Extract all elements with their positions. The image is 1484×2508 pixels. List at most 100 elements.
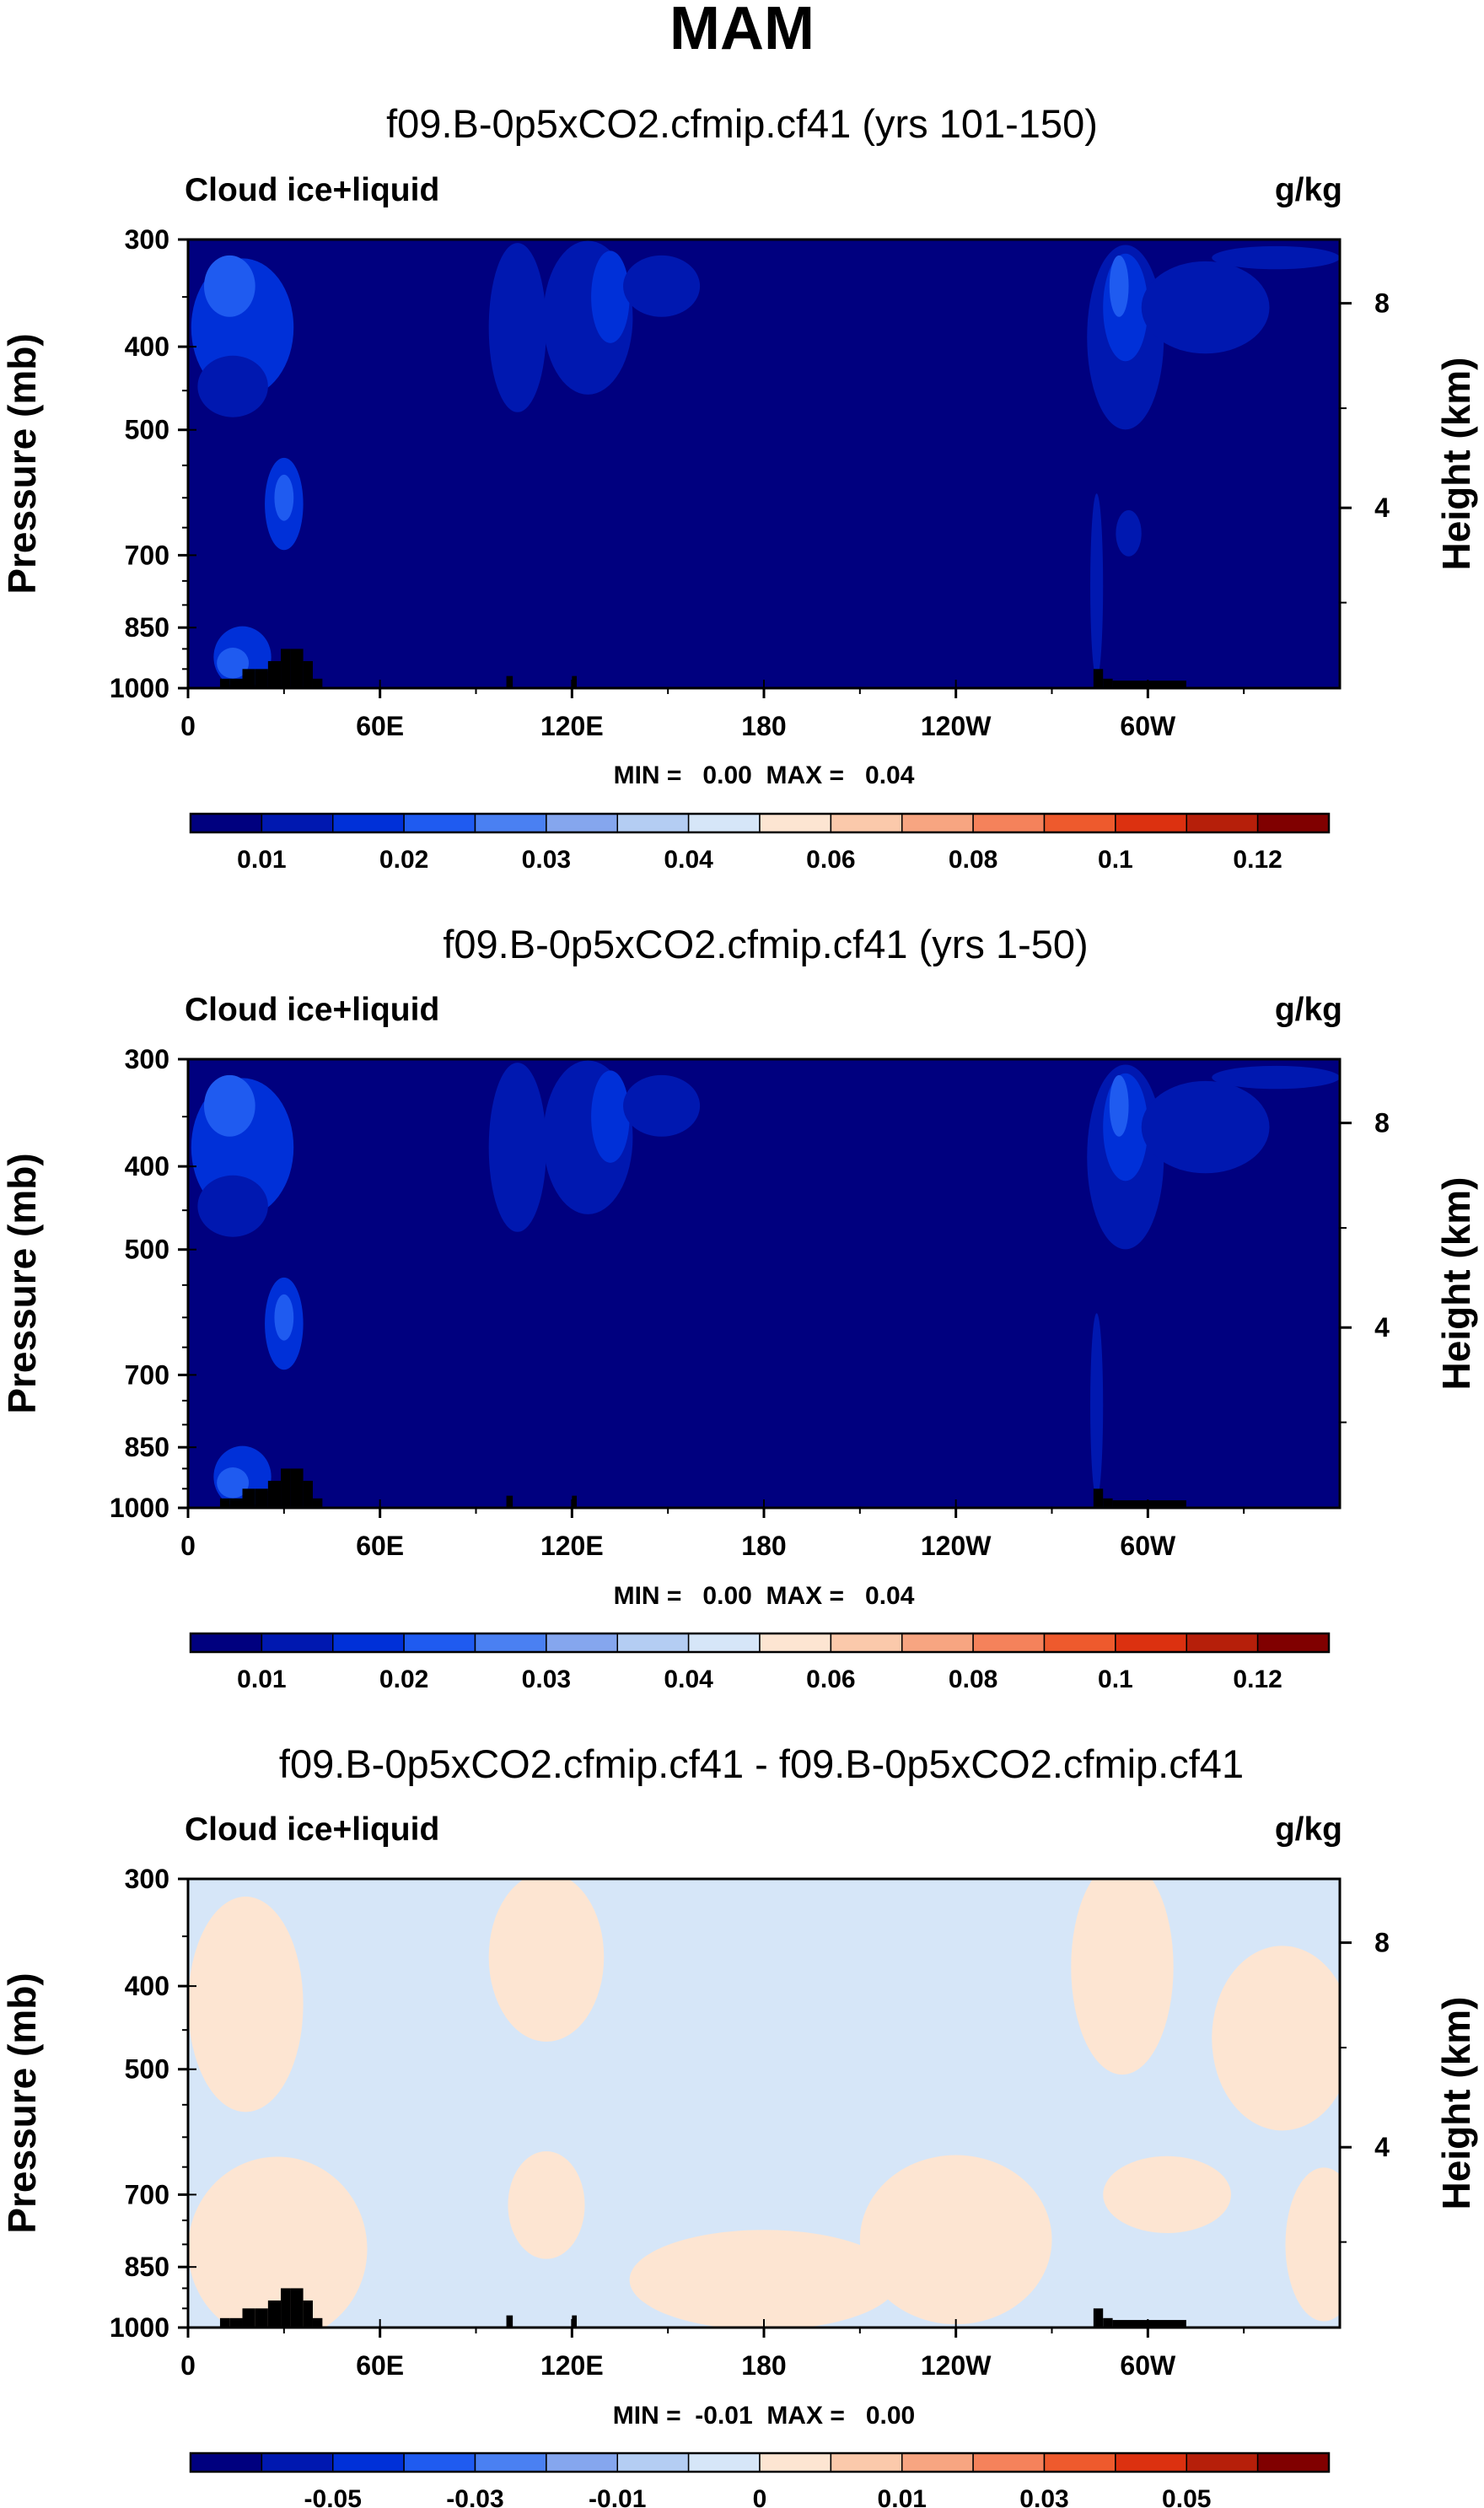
panel-3-colorbar-swatch bbox=[830, 2452, 903, 2473]
panel-2-terrain-block-3 bbox=[242, 1488, 255, 1508]
panel-2-terrain-block-1 bbox=[219, 1498, 230, 1508]
panel-3-terrain-block-4 bbox=[255, 2308, 268, 2328]
panel-1-ytick-label: 500 bbox=[125, 415, 169, 445]
panel-3-units-label: g/kg bbox=[1275, 1811, 1342, 1848]
panel-2-plot-area: 300 400 500 700 850 1000 8 4 0 60E 120E 180 120W 60W bbox=[110, 1044, 1390, 1561]
panel-1-contour-region-16 bbox=[1212, 245, 1340, 270]
panel-1-ytick-label: 400 bbox=[125, 331, 169, 362]
panel-2-contour-region-16 bbox=[1212, 1065, 1340, 1090]
panel-3-ytick-label: 500 bbox=[125, 2054, 169, 2085]
panel-1-terrain-block-6 bbox=[281, 649, 291, 688]
panel-3-contour-region-2 bbox=[188, 2156, 368, 2328]
panel-2-xtick-label: 60W bbox=[1120, 1531, 1176, 1561]
panel-2-ytick-label: 300 bbox=[125, 1044, 169, 1074]
panel-2-y2label: Height (km) bbox=[1434, 1177, 1478, 1391]
panel-1-colorbar-label: 0.04 bbox=[664, 846, 713, 874]
panel-1-contour-region-11 bbox=[623, 255, 701, 317]
panel-1-terrain-block-4 bbox=[255, 669, 268, 688]
panel-1-terrain-block-11 bbox=[572, 675, 578, 688]
panel-2-colorbar-swatch bbox=[1186, 1633, 1259, 1653]
panel-1-xtick-label: 0 bbox=[180, 711, 196, 741]
panel-1-terrain-block-3 bbox=[242, 669, 255, 688]
panel-2-xtick-label: 120W bbox=[921, 1531, 992, 1561]
panel-3-colorbar-swatch bbox=[972, 2452, 1046, 2473]
panel-2-colorbar-swatch bbox=[759, 1633, 832, 1653]
panel-1-colorbar-swatch bbox=[332, 813, 405, 833]
panel-3-colorbar-frame bbox=[189, 2451, 1331, 2473]
panel-1-terrain-block-13 bbox=[1103, 678, 1113, 688]
panel-3-terrain-block-5 bbox=[267, 2300, 282, 2328]
panel-3-terrain-block-10 bbox=[506, 2315, 513, 2328]
panel-1-contour-region-7 bbox=[217, 648, 250, 679]
panel-2-colorbar-label: 0.08 bbox=[949, 1666, 997, 1693]
panel-1-colorbar-swatch bbox=[1186, 813, 1259, 833]
panel-3-colorbar-swatch bbox=[261, 2452, 334, 2473]
panel-1-colorbar-label: 0.01 bbox=[237, 846, 286, 874]
panel-2-ytick-label: 850 bbox=[125, 1432, 169, 1462]
panel-1-title: f09.B-0p5xCO2.cfmip.cf41 (yrs 101-150) bbox=[386, 101, 1098, 146]
panel-3-colorbar-swatch bbox=[759, 2452, 832, 2473]
panel-3-contour-region-10 bbox=[1285, 2167, 1340, 2322]
panel-2-colorbar-swatch bbox=[332, 1633, 405, 1653]
panel-2-terrain-block-13 bbox=[1103, 1498, 1113, 1508]
panel-2-colorbar-label: 0.1 bbox=[1098, 1666, 1133, 1693]
panel-1-colorbar-swatch bbox=[1256, 813, 1330, 833]
panel-3-ylabel: Pressure (mb) bbox=[0, 1972, 44, 2233]
panel-1-ytick-label: 300 bbox=[125, 224, 169, 255]
panel-1: f09.B-0p5xCO2.cfmip.cf41 (yrs 101-150) C… bbox=[0, 101, 1478, 874]
panel-1-variable-label: Cloud ice+liquid bbox=[185, 172, 439, 208]
panel-1-contour-region-10 bbox=[591, 250, 630, 343]
panel-1-xtick-label: 60W bbox=[1120, 711, 1176, 741]
panel-2-contour-region-15 bbox=[1141, 1080, 1270, 1174]
panel-3-ytick-label: 300 bbox=[125, 1864, 169, 1894]
panel-3-terrain-block-6 bbox=[281, 2288, 291, 2328]
panel-2-terrain-block-8 bbox=[303, 1480, 313, 1508]
panel-3-colorbar-label: 0.03 bbox=[1019, 2485, 1068, 2508]
panel-3: f09.B-0p5xCO2.cfmip.cf41 - f09.B-0p5xCO2… bbox=[0, 1741, 1478, 2508]
panel-2-terrain-block-14 bbox=[1112, 1500, 1186, 1508]
panel-2-terrain-block-6 bbox=[281, 1468, 291, 1508]
panel-1-colorbar-label: 0.06 bbox=[806, 846, 855, 874]
panel-3-terrain-block-13 bbox=[1103, 2317, 1113, 2328]
panel-3-contour-region-5 bbox=[629, 2230, 899, 2328]
panel-1-colorbar-label: 0.12 bbox=[1233, 846, 1282, 874]
panel-3-terrain-block-8 bbox=[303, 2300, 313, 2328]
panel-3-contour-region-3 bbox=[488, 1879, 605, 2042]
panel-1-colorbar-label: 0.03 bbox=[522, 846, 571, 874]
panel-3-contour-region-7 bbox=[1071, 1879, 1174, 2075]
panel-3-contour-region-6 bbox=[859, 2155, 1052, 2325]
panel-3-terrain-block-11 bbox=[572, 2315, 578, 2328]
panel-1-xtick-label: 120E bbox=[540, 711, 604, 741]
panel-2-colorbar-label: 0.03 bbox=[522, 1666, 571, 1693]
panel-3-xtick-label: 60W bbox=[1120, 2350, 1176, 2381]
panel-3-colorbar-label: -0.03 bbox=[446, 2485, 503, 2508]
panel-1-contour-region-17 bbox=[1090, 493, 1104, 679]
panel-1-colorbar-swatch bbox=[901, 813, 974, 833]
panel-2-colorbar-swatch bbox=[190, 1633, 263, 1653]
panel-1-colorbar-frame bbox=[189, 812, 1331, 834]
panel-2: f09.B-0p5xCO2.cfmip.cf41 (yrs 1-50) Clou… bbox=[0, 922, 1478, 1693]
panel-3-colorbar-label: 0.05 bbox=[1162, 2485, 1211, 2508]
panel-1-colorbar-swatch bbox=[546, 813, 618, 833]
panel-2-xtick-label: 120E bbox=[540, 1531, 604, 1561]
panel-1-xtick-label: 180 bbox=[741, 711, 786, 741]
panel-2-xtick-label: 60E bbox=[356, 1531, 404, 1561]
panel-1-colorbar-swatch bbox=[261, 813, 334, 833]
panel-1-contour-region-18 bbox=[1116, 510, 1142, 557]
panel-3-terrain-block-3 bbox=[242, 2308, 255, 2328]
panel-1-terrain-block-14 bbox=[1112, 681, 1186, 688]
panel-1-stats: MIN = 0.00 MAX = 0.04 bbox=[614, 762, 915, 789]
panel-2-contour-region-14 bbox=[1109, 1074, 1129, 1137]
panel-2-ytick-label: 400 bbox=[125, 1151, 169, 1181]
panel-2-contour-region-11 bbox=[623, 1074, 701, 1137]
panel-1-colorbar-swatch bbox=[830, 813, 903, 833]
panel-3-y2tick-label: 8 bbox=[1374, 1928, 1390, 1958]
panel-3-ytick-label: 850 bbox=[125, 2252, 169, 2282]
panel-2-units-label: g/kg bbox=[1275, 992, 1342, 1028]
panel-1-colorbar-label: 0.08 bbox=[949, 846, 997, 874]
panel-2-colorbar-swatch bbox=[546, 1633, 618, 1653]
panel-1-colorbar-swatch bbox=[1043, 813, 1116, 833]
panel-3-y2tick-label: 4 bbox=[1374, 2132, 1390, 2162]
panel-2-y2tick-label: 4 bbox=[1374, 1312, 1390, 1343]
panel-1-colorbar-swatch bbox=[687, 813, 761, 833]
